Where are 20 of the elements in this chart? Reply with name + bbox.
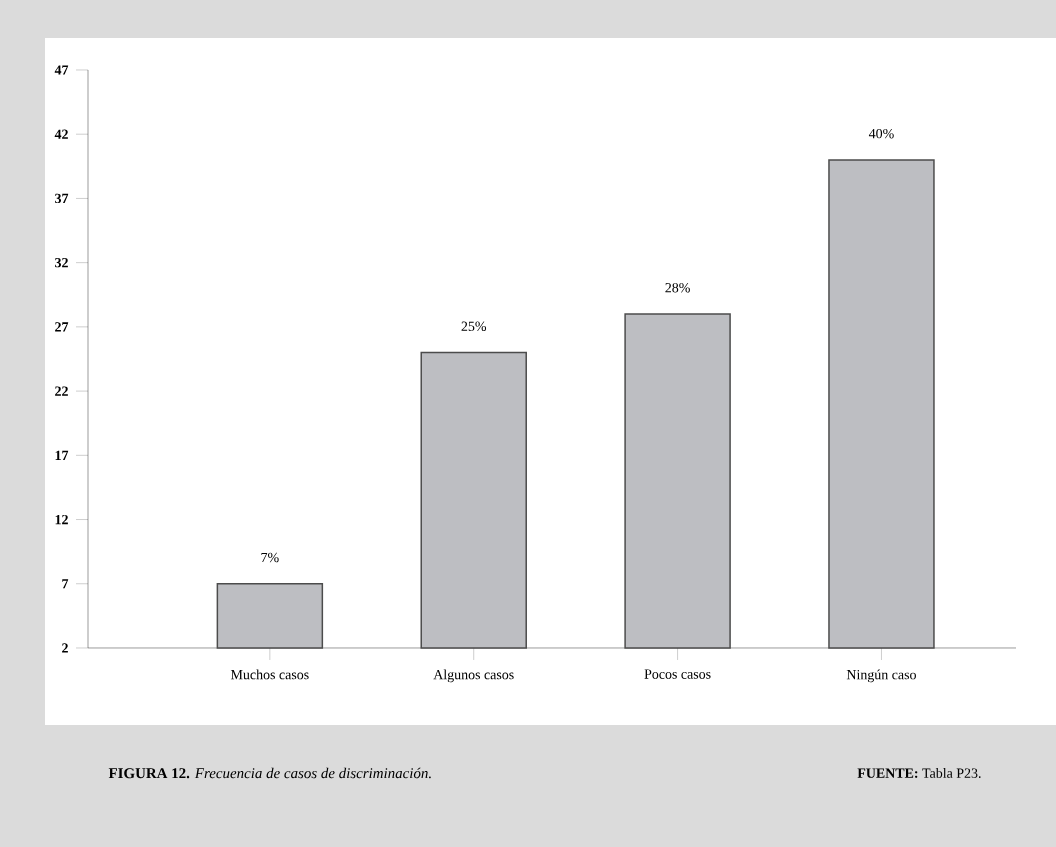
y-tick-label: 32 (55, 257, 68, 268)
y-tick-label: 12 (55, 514, 68, 525)
y-tick-label: 17 (55, 450, 69, 460)
x-tick-label: Pocos casos (644, 669, 711, 679)
y-tick-label: 42 (54, 129, 68, 139)
data-label: 25% (461, 321, 487, 332)
text: FIGURA 12. Frecuencia de casos de discriminación. (108, 767, 431, 779)
x-tick-label: Ningún caso (846, 669, 916, 683)
x-tick-label: Muchos casos (230, 669, 309, 680)
data-label: 28% (665, 283, 690, 293)
y-tick-label: 7 (62, 579, 69, 589)
y-tick-label: 37 (55, 193, 69, 204)
y-tick-label: 27 (55, 322, 69, 332)
data-label: 40% (868, 128, 894, 139)
y-tick-label: 47 (54, 65, 69, 75)
y-tick-label: 22 (55, 386, 68, 396)
text: FUENTE: Tabla P23. (857, 768, 981, 778)
x-tick-label: Algunos casos (433, 669, 514, 683)
data-label: 7% (261, 552, 279, 563)
y-tick-label: 2 (62, 643, 68, 653)
